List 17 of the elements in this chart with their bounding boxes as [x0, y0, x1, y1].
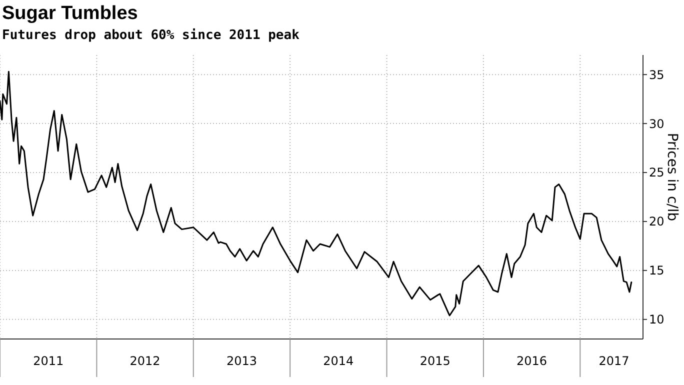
- y-tick-label: 10: [649, 312, 664, 327]
- x-tick-label: 2014: [323, 354, 354, 368]
- chart-title: Sugar Tumbles: [2, 3, 138, 24]
- y-tick-label: 20: [649, 214, 664, 229]
- y-tick-label: 35: [649, 68, 664, 82]
- line-series: [0, 70, 632, 316]
- x-tick-label: 2016: [516, 354, 548, 368]
- y-tick-label: 15: [649, 264, 664, 278]
- x-tick-label: 2017: [598, 354, 630, 368]
- x-tick-label: 2011: [33, 354, 64, 368]
- x-tick-label: 2015: [420, 354, 450, 368]
- y-tick-label: 25: [649, 166, 664, 180]
- x-tick-label: 2013: [226, 354, 258, 368]
- y-axis-title: Prices in c/lb: [664, 132, 680, 222]
- x-tick-label: 2012: [130, 354, 160, 368]
- chart-subtitle: Futures drop about 60% since 2011 peak: [2, 28, 300, 43]
- y-tick-label: 30: [649, 116, 664, 131]
